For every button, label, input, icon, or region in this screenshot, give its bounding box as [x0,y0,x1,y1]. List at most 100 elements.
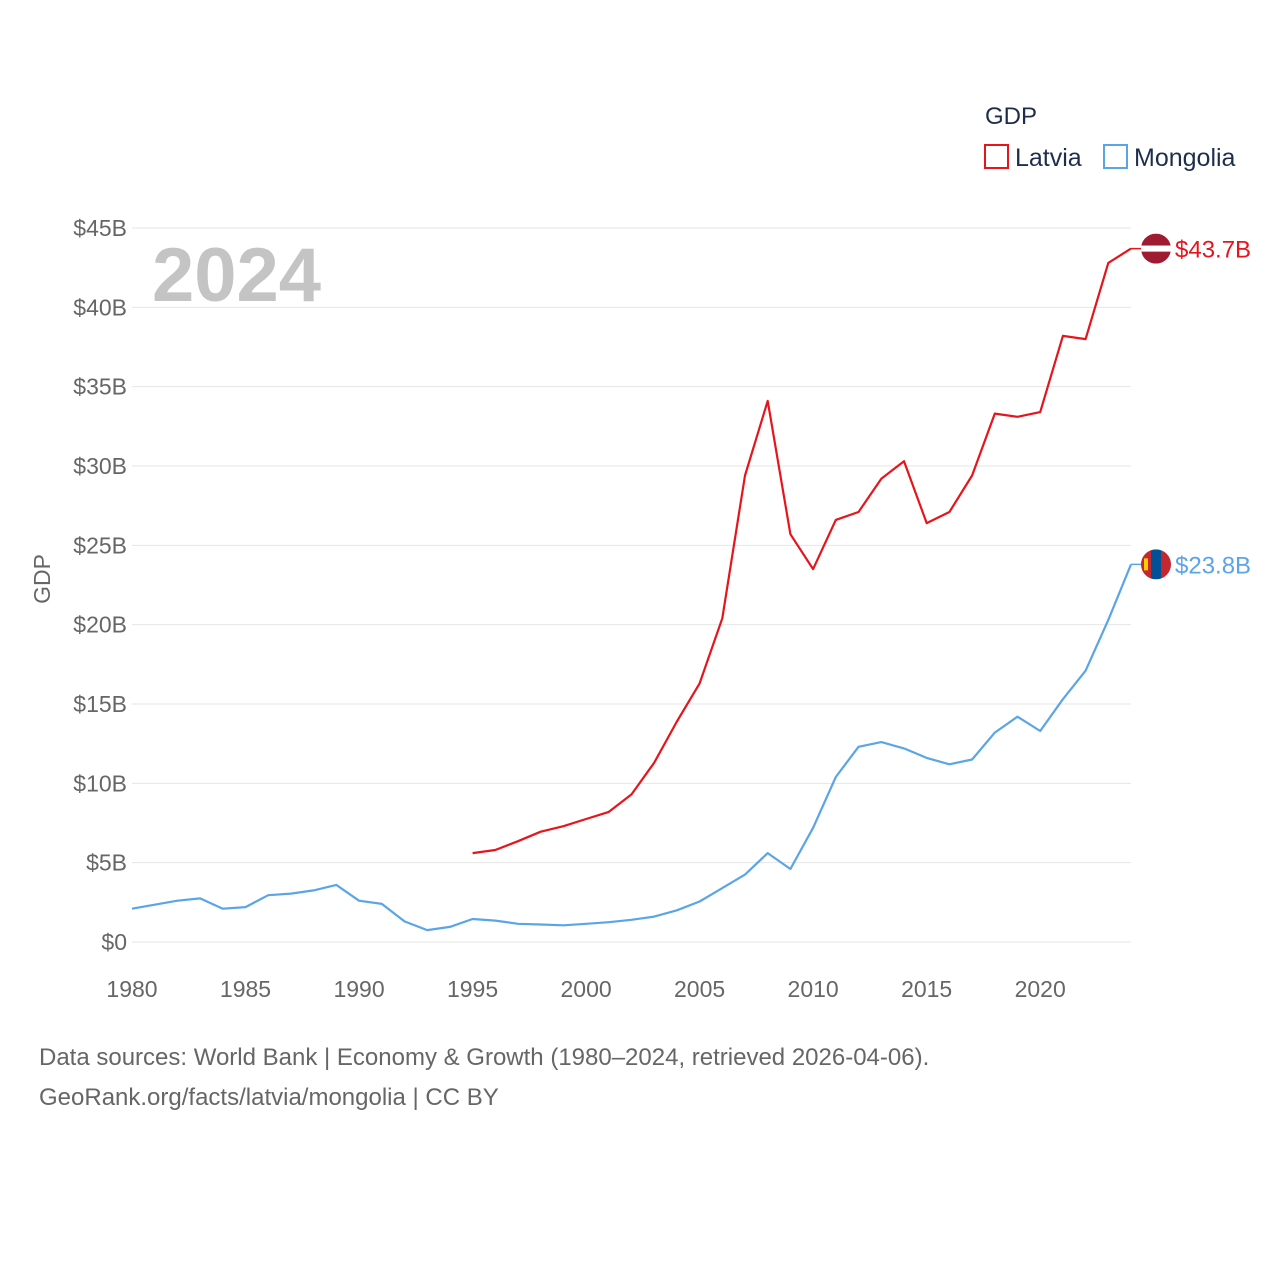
data-point-mongolia[interactable] [878,739,884,745]
end-value-label-latvia: $43.7B [1175,237,1251,264]
data-point-latvia[interactable] [878,476,884,482]
x-tick-label: 2010 [788,976,839,1002]
data-point-latvia[interactable] [560,823,566,829]
data-point-latvia[interactable] [1060,333,1066,339]
data-point-latvia[interactable] [901,458,907,464]
legend-swatch [984,144,1009,169]
y-tick-label: $30B [73,453,127,479]
year-label: 2024 [152,233,321,318]
y-tick-label: $40B [73,294,127,320]
data-point-mongolia[interactable] [447,924,453,930]
data-point-latvia[interactable] [1037,409,1043,415]
data-point-mongolia[interactable] [129,906,135,912]
data-point-mongolia[interactable] [674,907,680,913]
data-point-latvia[interactable] [1105,260,1111,266]
legend-item-mongolia[interactable]: Mongolia [1103,144,1236,172]
data-point-latvia[interactable] [765,398,771,404]
data-point-mongolia[interactable] [856,744,862,750]
y-tick-label: $15B [73,691,127,717]
data-point-mongolia[interactable] [1105,617,1111,623]
data-point-mongolia[interactable] [651,914,657,920]
source-link[interactable]: GeoRank.org/facts/latvia/mongolia | CC B… [39,1084,499,1111]
y-tick-label: $0 [101,929,127,955]
data-point-latvia[interactable] [515,838,521,844]
data-point-latvia[interactable] [924,520,930,526]
y-tick-label: $25B [73,532,127,558]
data-point-mongolia[interactable] [174,898,180,904]
data-point-mongolia[interactable] [401,918,407,924]
data-point-latvia[interactable] [674,718,680,724]
data-point-mongolia[interactable] [379,901,385,907]
data-point-latvia[interactable] [470,850,476,856]
data-point-mongolia[interactable] [697,899,703,905]
data-point-latvia[interactable] [651,760,657,766]
data-point-mongolia[interactable] [719,885,725,891]
data-point-mongolia[interactable] [220,906,226,912]
x-tick-label: 2015 [901,976,952,1002]
data-point-mongolia[interactable] [833,774,839,780]
data-point-latvia[interactable] [742,473,748,479]
data-point-mongolia[interactable] [1037,728,1043,734]
series-line-mongolia [131,563,1133,932]
data-point-latvia[interactable] [583,816,589,822]
data-point-mongolia[interactable] [424,927,430,933]
data-point-mongolia[interactable] [197,895,203,901]
data-point-mongolia[interactable] [333,882,339,888]
data-point-latvia[interactable] [629,791,635,797]
data-point-mongolia[interactable] [311,887,317,893]
data-point-latvia[interactable] [606,809,612,815]
data-point-mongolia[interactable] [765,850,771,856]
data-point-mongolia[interactable] [515,921,521,927]
data-point-mongolia[interactable] [288,891,294,897]
data-point-latvia[interactable] [946,509,952,515]
data-point-mongolia[interactable] [992,730,998,736]
data-point-latvia[interactable] [856,509,862,515]
data-point-latvia[interactable] [833,517,839,523]
data-point-latvia[interactable] [969,473,975,479]
data-point-mongolia[interactable] [583,921,589,927]
data-point-latvia[interactable] [992,411,998,417]
data-point-mongolia[interactable] [1060,696,1066,702]
data-point-mongolia[interactable] [1014,714,1020,720]
data-point-mongolia[interactable] [924,755,930,761]
x-tick-label: 1995 [447,976,498,1002]
data-point-mongolia[interactable] [946,761,952,767]
data-point-mongolia[interactable] [787,866,793,872]
data-point-latvia[interactable] [492,847,498,853]
data-point-mongolia[interactable] [243,904,249,910]
data-point-latvia[interactable] [1083,336,1089,342]
y-tick-label: $45B [73,215,127,241]
x-tick-label: 2005 [674,976,725,1002]
legend-item-latvia[interactable]: Latvia [984,144,1082,172]
data-point-mongolia[interactable] [629,917,635,923]
y-tick-label: $5B [86,850,127,876]
data-point-latvia[interactable] [719,615,725,621]
x-tick-label: 2020 [1015,976,1066,1002]
data-point-mongolia[interactable] [470,916,476,922]
legend-label: Mongolia [1134,144,1236,172]
x-tick-label: 1990 [333,976,384,1002]
data-point-mongolia[interactable] [810,825,816,831]
data-point-mongolia[interactable] [356,898,362,904]
series-line-latvia [472,247,1132,855]
data-point-mongolia[interactable] [560,922,566,928]
data-point-mongolia[interactable] [742,872,748,878]
data-point-mongolia[interactable] [538,922,544,928]
data-point-latvia[interactable] [697,680,703,686]
data-point-latvia[interactable] [538,829,544,835]
end-value-label-mongolia: $23.8B [1175,552,1251,579]
y-tick-label: $35B [73,374,127,400]
legend-title: GDP [985,103,1037,130]
data-point-mongolia[interactable] [492,918,498,924]
data-point-mongolia[interactable] [969,757,975,763]
data-point-latvia[interactable] [1014,414,1020,420]
data-point-mongolia[interactable] [1083,668,1089,674]
data-point-latvia[interactable] [787,531,793,537]
data-point-mongolia[interactable] [152,902,158,908]
data-point-mongolia[interactable] [265,892,271,898]
data-point-mongolia[interactable] [606,919,612,925]
data-point-latvia[interactable] [810,566,816,572]
data-point-mongolia[interactable] [901,745,907,751]
mongolia-flag-icon [1141,549,1171,580]
